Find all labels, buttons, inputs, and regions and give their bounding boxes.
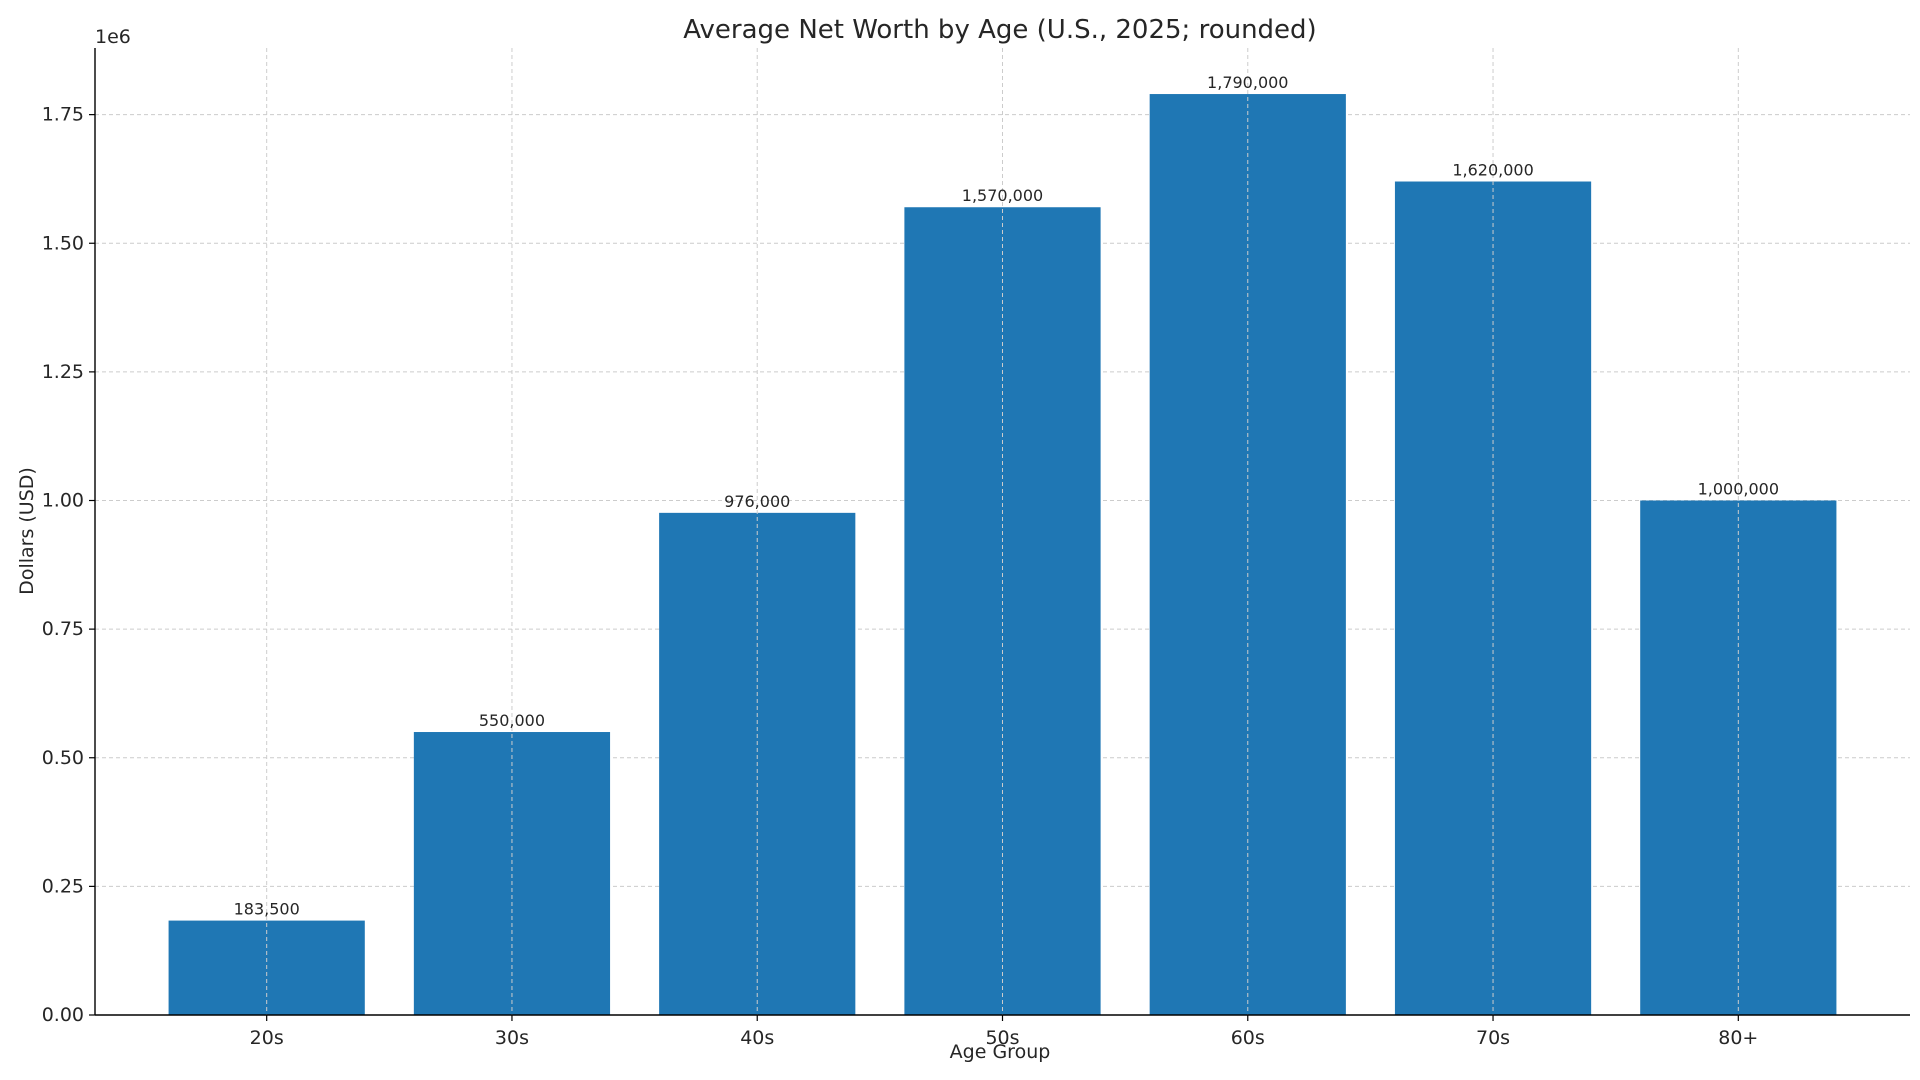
y-tick-label: 0.50 bbox=[42, 747, 84, 769]
vertical-grid-layer bbox=[266, 48, 1739, 1015]
axes-layer bbox=[89, 48, 1910, 1021]
x-tick-label: 50s bbox=[985, 1027, 1019, 1049]
chart-title: Average Net Worth by Age (U.S., 2025; ro… bbox=[683, 15, 1316, 45]
x-tick-label: 60s bbox=[1231, 1027, 1265, 1049]
x-tick-label: 70s bbox=[1476, 1027, 1510, 1049]
bar-value-label: 1,790,000 bbox=[1207, 73, 1288, 92]
x-tick-label: 40s bbox=[740, 1027, 774, 1049]
grid-layer bbox=[95, 114, 1910, 1016]
bar-value-label: 183,500 bbox=[234, 900, 300, 919]
y-tick-label: 0.00 bbox=[42, 1004, 84, 1026]
x-tick-label: 30s bbox=[495, 1027, 529, 1049]
x-tick-label: 80+ bbox=[1718, 1027, 1758, 1049]
bar-value-label: 976,000 bbox=[724, 492, 790, 511]
y-tick-label: 1.75 bbox=[42, 104, 84, 126]
x-tick-label: 20s bbox=[250, 1027, 284, 1049]
y-tick-label: 0.25 bbox=[42, 875, 84, 897]
bar-value-label: 1,570,000 bbox=[962, 186, 1043, 205]
y-tick-label: 1.25 bbox=[42, 361, 84, 383]
labels-layer: 0.00 0.25 0.50 0.75 1.00 1.25 1.50 1.75 183,500 2… bbox=[42, 73, 1779, 1049]
y-tick-label: 1.50 bbox=[42, 232, 84, 254]
y-axis-label: Dollars (USD) bbox=[16, 467, 38, 595]
x-axis-label: Age Group bbox=[950, 1041, 1051, 1063]
bar-value-label: 550,000 bbox=[479, 711, 545, 730]
bar-value-label: 1,620,000 bbox=[1452, 161, 1533, 180]
y-axis-offset-label: 1e6 bbox=[95, 26, 131, 48]
y-tick-label: 0.75 bbox=[42, 618, 84, 640]
y-tick-label: 1.00 bbox=[42, 490, 84, 512]
bar-value-label: 1,000,000 bbox=[1698, 480, 1779, 499]
